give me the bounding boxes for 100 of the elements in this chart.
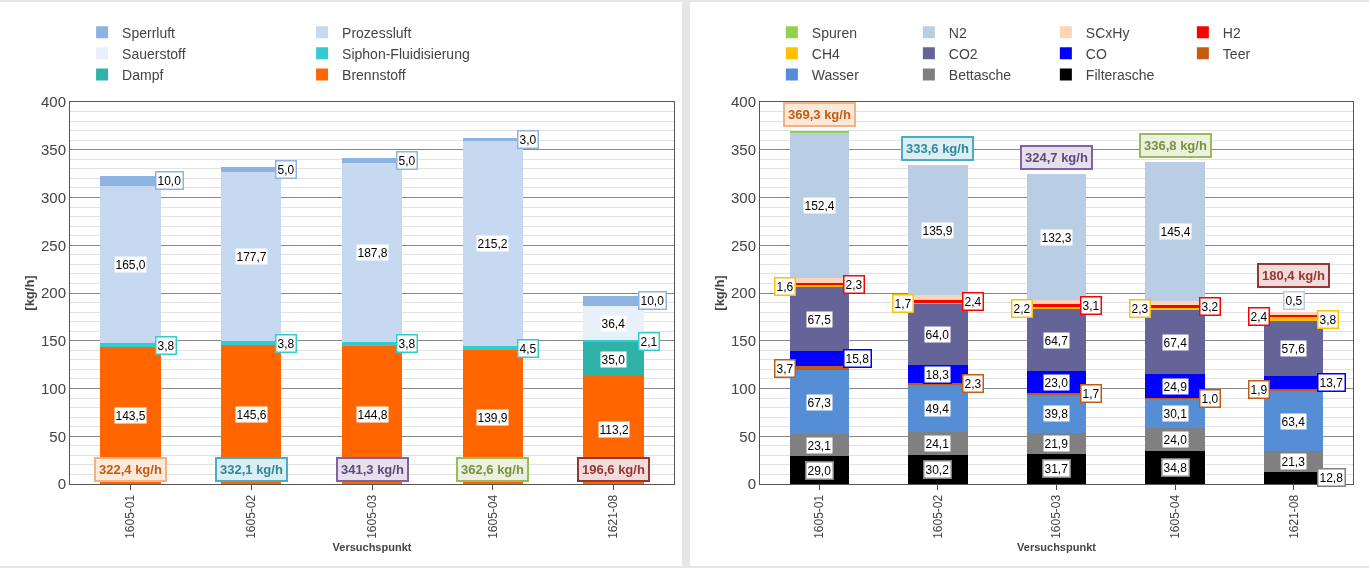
data-label: 64,7 xyxy=(1044,333,1069,348)
total-label: 336,8 kg/h xyxy=(1144,138,1207,153)
y-tick-label: 200 xyxy=(40,284,66,302)
legend-label: Filterasche xyxy=(1085,67,1155,83)
legend-label: Teer xyxy=(1222,45,1251,62)
y-tick-label: 50 xyxy=(739,427,756,445)
legend-label: Dampf xyxy=(122,67,164,83)
data-label: 15,8 xyxy=(845,351,870,366)
data-label: 152,4 xyxy=(804,198,835,213)
y-tick-label: 250 xyxy=(730,236,756,254)
data-label: 135,9 xyxy=(922,223,953,238)
y-axis-title: [kg/h] xyxy=(712,275,727,311)
legend-label: Bettasche xyxy=(948,67,1012,83)
data-label: 3,8 xyxy=(157,338,175,353)
data-label: 2,4 xyxy=(1250,309,1268,324)
legend-label: Brennstoff xyxy=(342,67,406,83)
total-label: 196,6 kg/h xyxy=(582,462,645,477)
total-label: 180,4 kg/h xyxy=(1262,268,1325,283)
x-tick-label: 1605-02 xyxy=(244,494,259,539)
y-axis-title: [kg/h] xyxy=(22,275,37,311)
x-tick-label: 1605-02 xyxy=(930,494,945,539)
total-label: 322,4 kg/h xyxy=(99,462,162,477)
data-label: 165,0 xyxy=(115,257,146,272)
y-tick-label: 300 xyxy=(730,188,756,206)
data-label: 24,0 xyxy=(1163,432,1188,447)
data-label: 21,9 xyxy=(1044,436,1069,451)
data-label: 187,8 xyxy=(357,245,388,260)
data-label: 23,1 xyxy=(807,438,832,453)
data-label: 1,7 xyxy=(1082,386,1100,401)
data-label: 31,7 xyxy=(1044,461,1069,476)
legend-label: Siphon-Fluidisierung xyxy=(342,45,470,62)
x-axis-title: Versuchspunkt xyxy=(332,540,412,553)
legend-label: CH4 xyxy=(811,45,841,62)
data-label: 30,2 xyxy=(925,462,950,477)
data-label: 3,1 xyxy=(1082,298,1100,313)
data-label: 67,5 xyxy=(807,312,832,327)
y-tick-label: 0 xyxy=(747,475,756,493)
bar xyxy=(908,165,968,296)
data-label: 0,5 xyxy=(1285,293,1303,308)
data-label: 1,7 xyxy=(894,296,912,311)
data-label: 177,7 xyxy=(236,249,267,264)
data-label: 5,0 xyxy=(398,153,416,168)
data-label: 57,6 xyxy=(1281,341,1306,356)
data-label: 63,4 xyxy=(1281,414,1306,429)
y-tick-label: 350 xyxy=(40,141,66,158)
data-label: 3,8 xyxy=(277,336,295,351)
legend-label: N2 xyxy=(948,24,967,41)
bar xyxy=(1145,162,1205,302)
data-label: 12,8 xyxy=(1319,470,1344,485)
legend-label: CO2 xyxy=(948,45,978,62)
x-tick-label: 1605-04 xyxy=(1168,494,1182,539)
data-label: 10,0 xyxy=(157,173,182,188)
data-label: 1,0 xyxy=(1201,391,1219,406)
data-label: 34,8 xyxy=(1163,460,1188,475)
y-tick-label: 50 xyxy=(49,427,66,445)
data-label: 3,2 xyxy=(1201,299,1219,314)
data-label: 36,4 xyxy=(601,316,626,331)
y-tick-label: 100 xyxy=(40,379,66,397)
data-label: 4,5 xyxy=(519,341,537,356)
data-label: 2,1 xyxy=(640,334,658,349)
x-tick-label: 1605-04 xyxy=(485,494,500,539)
legend-label: H2 xyxy=(1222,24,1241,41)
data-label: 145,6 xyxy=(236,407,267,422)
data-label: 2,3 xyxy=(1131,301,1149,316)
data-label: 2,3 xyxy=(964,376,982,391)
y-tick-label: 400 xyxy=(730,93,756,111)
legend-label: Wasser xyxy=(811,67,860,83)
data-label: 29,0 xyxy=(807,463,832,478)
legend-label: Prozessluft xyxy=(342,24,412,41)
legend-label: Spuren xyxy=(811,24,858,41)
data-label: 2,3 xyxy=(845,277,863,292)
y-tick-label: 150 xyxy=(730,332,756,349)
data-label: 143,5 xyxy=(115,408,146,423)
legend-label: SCxHy xyxy=(1085,24,1130,41)
data-label: 23,0 xyxy=(1044,375,1069,390)
data-label: 35,0 xyxy=(601,352,626,367)
x-tick-label: 1605-03 xyxy=(364,494,379,539)
data-label: 3,8 xyxy=(398,336,416,351)
x-tick-label: 1605-03 xyxy=(1049,494,1064,539)
y-tick-label: 250 xyxy=(40,236,66,254)
data-label: 2,4 xyxy=(964,294,982,309)
data-label: 3,7 xyxy=(776,361,794,376)
x-axis-title: Versuchspunkt xyxy=(1017,540,1097,553)
data-label: 18,3 xyxy=(925,367,950,382)
data-label: 10,0 xyxy=(640,293,665,308)
data-label: 13,7 xyxy=(1319,375,1344,390)
legend-label: CO xyxy=(1085,45,1107,62)
data-label: 24,9 xyxy=(1163,379,1188,394)
y-tick-label: 350 xyxy=(730,141,756,158)
data-label: 24,1 xyxy=(925,436,950,451)
data-label: 64,0 xyxy=(925,327,950,342)
total-label: 362,6 kg/h xyxy=(461,462,524,477)
data-label: 67,4 xyxy=(1163,335,1188,350)
data-label: 5,0 xyxy=(277,162,295,177)
data-label: 2,2 xyxy=(1013,301,1031,316)
data-label: 113,2 xyxy=(599,422,629,437)
data-label: 145,4 xyxy=(1160,224,1191,239)
data-label: 39,8 xyxy=(1044,406,1069,421)
bar xyxy=(1026,173,1087,301)
x-tick-label: 1621-08 xyxy=(1286,494,1301,539)
